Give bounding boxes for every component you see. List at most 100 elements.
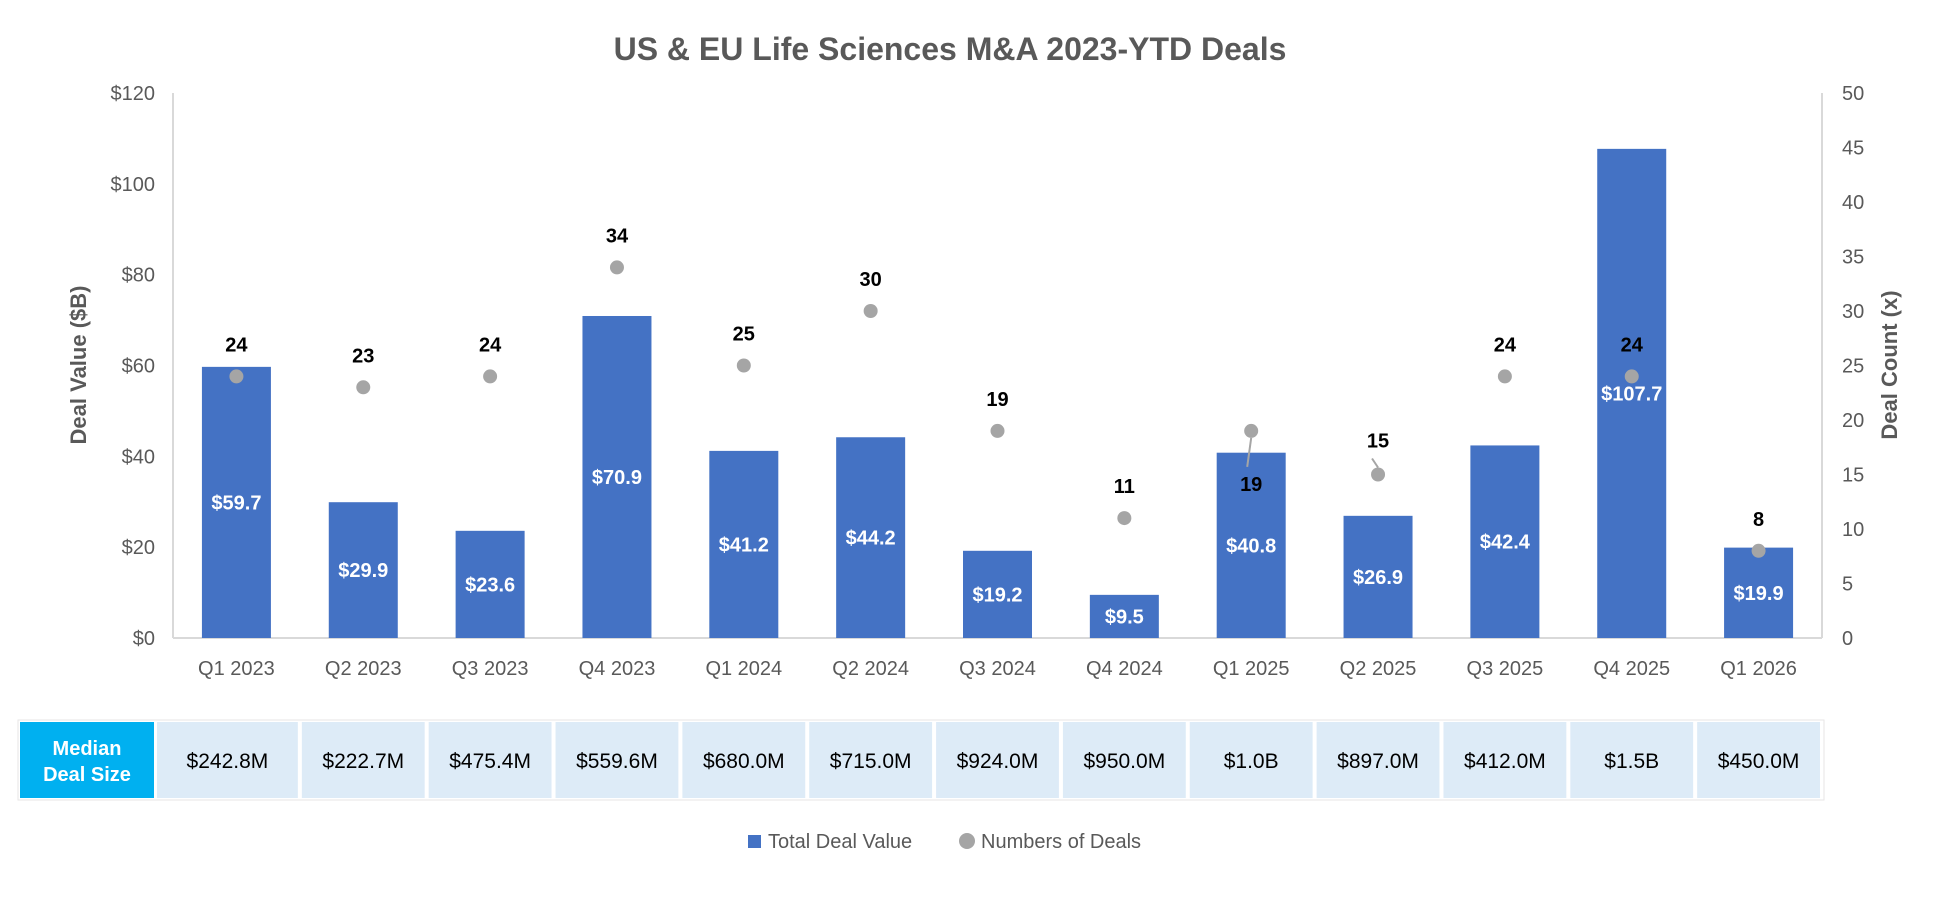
x-tick-label: Q4 2024 [1086, 658, 1163, 680]
median-value-label: $450.0M [1718, 750, 1800, 773]
deal-count-point [229, 369, 244, 384]
y2-tick-label: 45 [1842, 138, 1864, 160]
table-cell [1189, 722, 1313, 798]
deal-count-point [1751, 543, 1766, 558]
median-value-label: $412.0M [1464, 750, 1546, 773]
deal-count-point [1117, 511, 1132, 526]
table-cell [555, 722, 679, 798]
x-tick-label: Q1 2023 [198, 658, 275, 680]
legend-swatch-dot [959, 833, 975, 849]
table-header-line: Deal Size [43, 764, 131, 786]
table-cell [1062, 722, 1186, 798]
x-tick-label: Q1 2025 [1213, 658, 1290, 680]
axes-group: $0 $20 $40 $60 $80 $100 $120 0 5 10 15 20 25 30 35 40 45… [111, 83, 1865, 650]
deal-count-label: 19 [986, 389, 1008, 411]
bar [1597, 148, 1667, 639]
y-tick-label: $80 [122, 265, 155, 287]
y-tick-label: $120 [111, 83, 156, 105]
deal-count-label: 11 [1114, 476, 1135, 498]
y-tick-label: $60 [122, 356, 155, 378]
deal-count-point [356, 380, 371, 395]
deal-count-label: 34 [606, 225, 629, 247]
deal-count-label: 24 [479, 334, 502, 356]
median-value-label: $222.7M [322, 750, 404, 773]
deal-count-point [1371, 467, 1386, 482]
deal-count-label: 15 [1367, 431, 1389, 453]
deal-count-point [1624, 369, 1639, 384]
bar-value-label: $19.2 [972, 584, 1022, 606]
bar-value-label: $42.4 [1480, 532, 1531, 554]
legend: Total Deal Value Numbers of Deals [748, 831, 1141, 853]
deal-count-point [1497, 369, 1512, 384]
bar [836, 437, 906, 638]
bar-value-label: $26.9 [1353, 567, 1403, 589]
deal-count-label: 24 [1621, 334, 1644, 356]
median-value-label: $242.8M [187, 750, 269, 773]
x-tick-label: Q2 2023 [325, 658, 402, 680]
x-tick-label: Q3 2023 [452, 658, 529, 680]
bar-value-label: $41.2 [719, 534, 769, 556]
legend-label-dot: Numbers of Deals [981, 831, 1141, 853]
x-tick-label: Q1 2024 [705, 658, 782, 680]
table-cell [936, 722, 1059, 798]
y2-tick-label: 35 [1842, 247, 1864, 269]
table-cell [1697, 722, 1820, 798]
deal-count-point [609, 260, 624, 275]
bar [201, 366, 271, 638]
y-tick-label: $20 [122, 537, 155, 559]
table-cell [809, 722, 933, 798]
bar-value-label: $44.2 [846, 528, 896, 550]
deal-count-point [736, 358, 751, 373]
bar-value-label: $59.7 [211, 492, 261, 514]
deal-count-point [483, 369, 498, 384]
x-tick-label: Q4 2023 [579, 658, 656, 680]
bar [1724, 547, 1794, 638]
table-cell [428, 722, 552, 798]
deal-count-label: 25 [733, 324, 755, 346]
bar [455, 530, 525, 638]
bar [328, 502, 398, 638]
bar-value-label: $19.9 [1734, 583, 1784, 605]
deal-count-label: 24 [225, 334, 248, 356]
deal-count-label: 19 [1240, 474, 1262, 496]
median-value-label: $715.0M [830, 750, 912, 773]
bar [1089, 594, 1159, 638]
table-header-label: Median Deal Size [43, 738, 131, 786]
y2-tick-label: 15 [1842, 465, 1864, 487]
y2-axis-label: Deal Count (x) [1877, 290, 1902, 439]
y2-tick-label: 50 [1842, 83, 1864, 105]
bar-value-label: $29.9 [338, 560, 388, 582]
median-value-label: $924.0M [957, 750, 1039, 773]
y-tick-label: $40 [122, 446, 155, 468]
table-cell [1443, 722, 1567, 798]
y-axis-label: Deal Value ($B) [66, 286, 91, 445]
y-tick-label: $100 [111, 174, 156, 196]
bar [1216, 452, 1286, 638]
median-value-label: $950.0M [1083, 750, 1165, 773]
x-tick-label: Q3 2025 [1467, 658, 1544, 680]
bar [582, 315, 652, 638]
table-header-line: Median [53, 738, 122, 760]
legend-label-bar: Total Deal Value [768, 831, 912, 853]
bar [963, 550, 1032, 638]
table-cell [301, 722, 425, 798]
bar-value-label: $9.5 [1105, 606, 1144, 628]
y2-tick-label: 0 [1842, 628, 1853, 650]
x-tick-label: Q1 2026 [1720, 658, 1797, 680]
bar-value-label: $107.7 [1601, 383, 1662, 405]
table-cell [1316, 722, 1440, 798]
bars-group: $59.7 $29.9 $23.6 $70.9 $41.2 $44.2 $19.2 $9.5 $… [201, 148, 1794, 639]
median-value-label: $1.5B [1604, 750, 1659, 773]
deal-count-point [990, 423, 1005, 438]
bar-value-label: $23.6 [465, 574, 515, 596]
deal-count-label: 8 [1753, 509, 1764, 531]
legend-swatch-bar [748, 835, 761, 848]
leader-line [1246, 437, 1253, 468]
bar-value-label: $70.9 [592, 467, 642, 489]
bar [1343, 515, 1413, 638]
x-tick-label: Q4 2025 [1593, 658, 1670, 680]
dots-group: 24 23 24 34 25 30 19 11 19 15 24 24 8 [225, 225, 1766, 558]
x-ticks-group: Q1 2023 Q2 2023 Q3 2023 Q4 2023 Q1 2024 Q2 20… [198, 658, 1797, 680]
table-cell [157, 722, 298, 798]
